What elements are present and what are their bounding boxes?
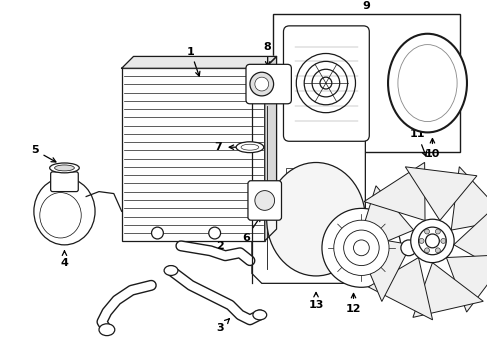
Circle shape xyxy=(424,248,429,253)
FancyBboxPatch shape xyxy=(246,64,292,104)
Circle shape xyxy=(436,248,441,253)
FancyBboxPatch shape xyxy=(248,181,281,220)
Text: 3: 3 xyxy=(217,319,229,333)
Bar xyxy=(331,111,355,130)
Circle shape xyxy=(334,220,389,275)
Ellipse shape xyxy=(34,178,95,245)
Ellipse shape xyxy=(253,310,267,320)
Text: 8: 8 xyxy=(264,41,271,66)
Circle shape xyxy=(320,77,332,89)
Polygon shape xyxy=(354,235,411,301)
Polygon shape xyxy=(355,186,414,255)
Text: 12: 12 xyxy=(346,293,361,314)
Text: 11: 11 xyxy=(410,129,426,156)
Ellipse shape xyxy=(99,324,115,336)
Polygon shape xyxy=(413,263,483,318)
Ellipse shape xyxy=(40,193,81,238)
Circle shape xyxy=(312,69,340,97)
Text: 7: 7 xyxy=(215,142,247,152)
Polygon shape xyxy=(451,167,490,230)
FancyBboxPatch shape xyxy=(284,26,369,141)
Circle shape xyxy=(436,229,441,234)
Bar xyxy=(287,168,316,192)
Bar xyxy=(122,68,265,241)
Circle shape xyxy=(418,227,446,255)
Polygon shape xyxy=(265,57,276,241)
Polygon shape xyxy=(122,57,276,68)
Circle shape xyxy=(424,229,429,234)
Polygon shape xyxy=(364,162,425,221)
Polygon shape xyxy=(454,201,490,274)
Text: 1: 1 xyxy=(187,46,200,76)
Circle shape xyxy=(249,72,261,84)
Circle shape xyxy=(209,227,221,239)
Circle shape xyxy=(255,190,274,210)
Text: 6: 6 xyxy=(242,217,260,243)
Ellipse shape xyxy=(241,144,259,150)
Ellipse shape xyxy=(54,165,74,171)
Text: 2: 2 xyxy=(211,241,224,252)
Circle shape xyxy=(419,238,424,243)
Circle shape xyxy=(401,240,416,256)
Circle shape xyxy=(322,208,401,287)
Circle shape xyxy=(255,77,269,91)
Ellipse shape xyxy=(267,162,366,276)
Circle shape xyxy=(353,240,369,256)
Circle shape xyxy=(304,61,347,105)
Circle shape xyxy=(250,72,273,96)
Ellipse shape xyxy=(398,45,457,122)
Ellipse shape xyxy=(164,266,178,275)
Circle shape xyxy=(296,54,355,113)
Ellipse shape xyxy=(388,34,467,132)
Circle shape xyxy=(441,238,446,243)
Text: 13: 13 xyxy=(308,292,324,310)
Circle shape xyxy=(425,234,440,248)
Text: 4: 4 xyxy=(61,251,69,267)
Circle shape xyxy=(151,227,163,239)
Circle shape xyxy=(343,230,379,266)
Text: 5: 5 xyxy=(31,145,56,162)
Polygon shape xyxy=(446,255,490,312)
Circle shape xyxy=(411,219,454,263)
Text: 9: 9 xyxy=(363,1,370,11)
Ellipse shape xyxy=(236,142,264,153)
FancyBboxPatch shape xyxy=(50,172,78,192)
Text: 10: 10 xyxy=(425,139,440,159)
Polygon shape xyxy=(368,257,433,320)
Polygon shape xyxy=(252,86,366,283)
Ellipse shape xyxy=(49,163,79,173)
Polygon shape xyxy=(405,167,477,221)
Bar xyxy=(272,14,460,152)
